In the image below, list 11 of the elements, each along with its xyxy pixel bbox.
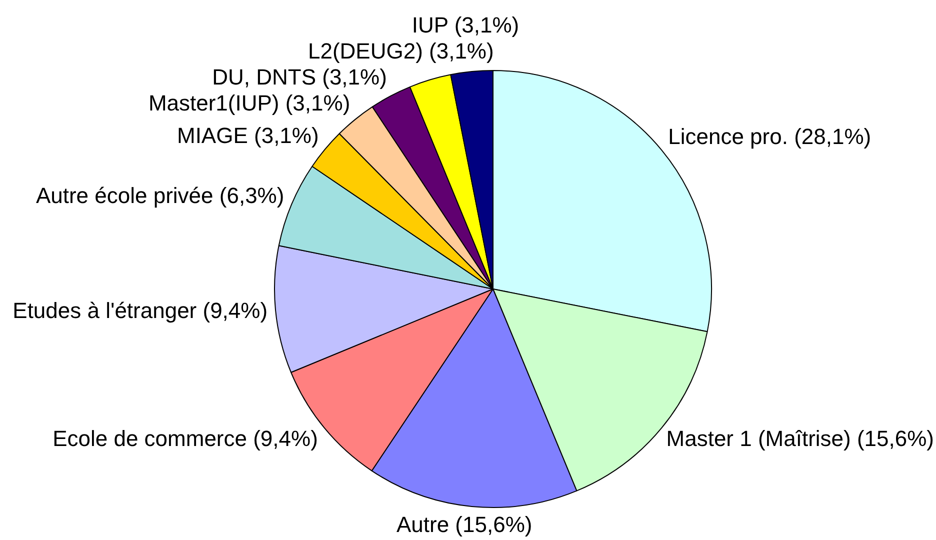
slice-label: DU, DNTS (3,1%) (212, 64, 387, 90)
slice-label: IUP (3,1%) (412, 12, 520, 38)
slice-label: Etudes à l'étranger (9,4%) (12, 298, 268, 323)
slice-label: Master 1 (Maîtrise) (15,6%) (666, 426, 934, 452)
slice-label: Ecole de commerce (9,4%) (52, 426, 318, 452)
slice-label: Master1(IUP) (3,1%) (148, 90, 350, 116)
slice-label: Autre (15,6%) (396, 512, 532, 537)
slice-label: MIAGE (3,1%) (177, 122, 319, 148)
slice-label: Licence pro. (28,1%) (668, 124, 872, 150)
slice-label: Autre école privée (6,3%) (36, 182, 284, 208)
slice-label: L2(DEUG2) (3,1%) (308, 38, 494, 64)
